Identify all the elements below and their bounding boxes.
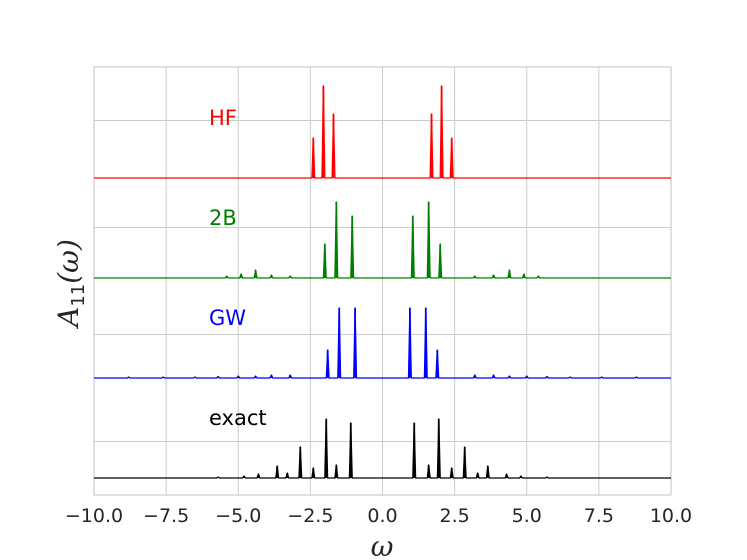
y-axis-title-main: A	[52, 307, 85, 330]
series-group: HF 2B GW exact	[94, 85, 671, 479]
series-label-gw: GW	[209, 306, 246, 330]
x-tick-label-3: −2.5	[287, 505, 333, 527]
series-label-hf: HF	[209, 106, 237, 130]
x-tick-label-8: 10.0	[650, 505, 692, 527]
x-tick-label-1: −7.5	[143, 505, 189, 527]
x-tick-label-6: 5.0	[512, 505, 542, 527]
x-axis-title: ω	[371, 530, 394, 560]
y-axis-title: A11(ω)	[52, 239, 89, 330]
x-tick-label-4: 0.0	[367, 505, 397, 527]
y-axis-title-arg: (ω)	[52, 239, 85, 284]
x-tick-label-2: −5.0	[215, 505, 261, 527]
grid-lines	[93, 67, 672, 495]
series-line-hf	[94, 85, 671, 179]
plot-frame	[93, 66, 672, 496]
series-label-2b: 2B	[209, 206, 237, 230]
x-tick-label-7: 7.5	[584, 505, 614, 527]
series-hf: HF	[94, 85, 671, 179]
series-exact: exact	[94, 406, 671, 479]
series-2b: 2B	[94, 201, 671, 279]
series-line-exact	[94, 418, 671, 479]
x-tick-label-0: −10.0	[65, 505, 123, 527]
series-label-exact: exact	[209, 406, 267, 430]
y-axis-title-sub: 11	[68, 284, 89, 307]
x-tick-label-5: 2.5	[440, 505, 470, 527]
x-tick-labels: −10.0 −7.5 −5.0 −2.5 0.0 2.5 5.0 7.5 10.0	[65, 505, 692, 527]
series-gw: GW	[94, 306, 671, 379]
